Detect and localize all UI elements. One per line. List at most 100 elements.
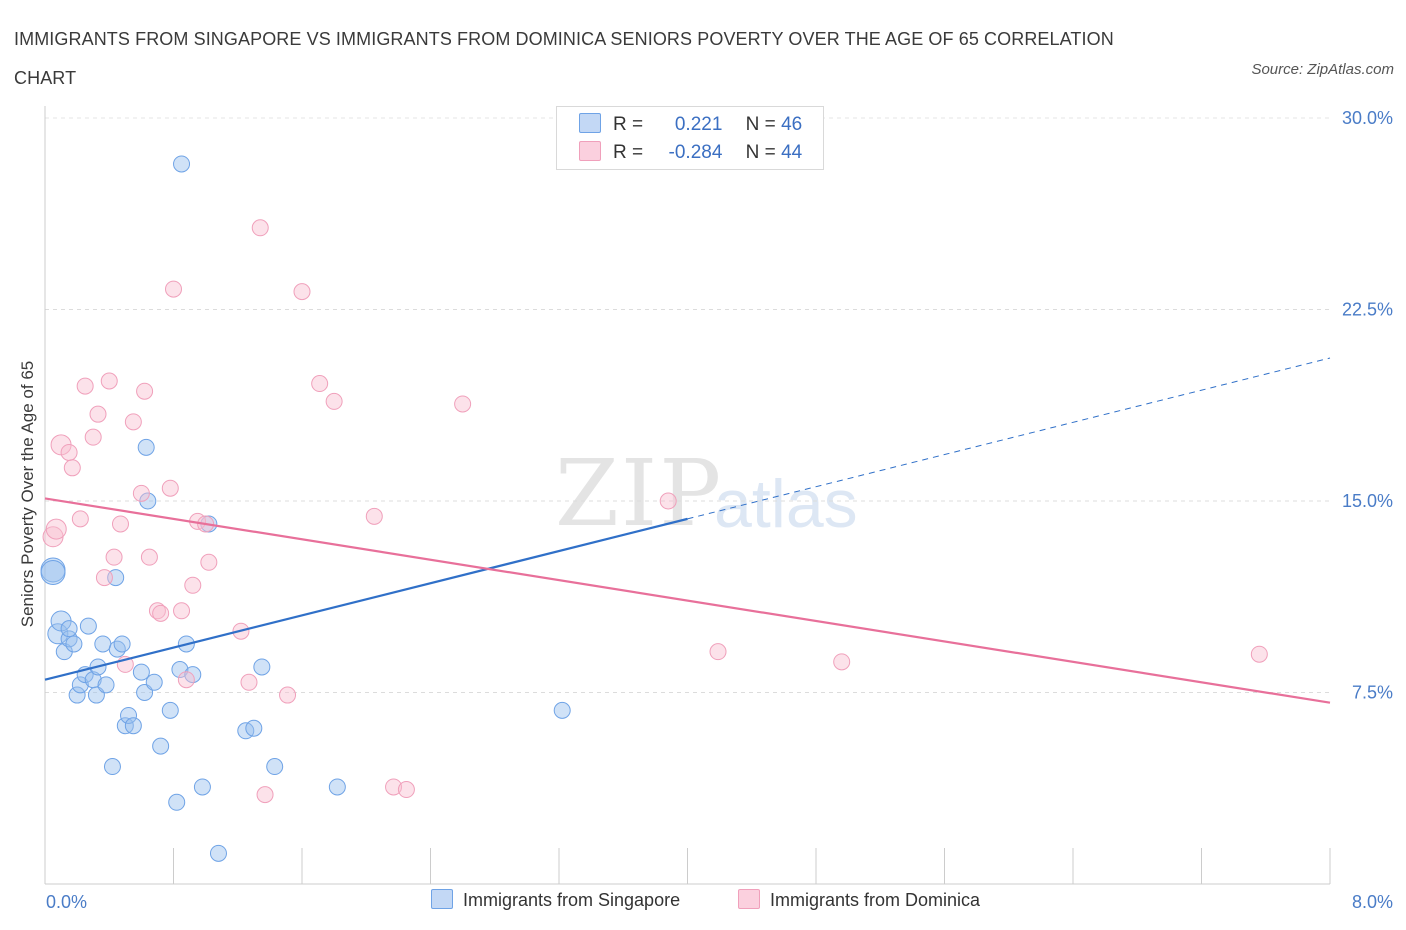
trendline-singapore [44,517,688,681]
point-dominica [132,484,150,502]
point-dominica [173,602,191,620]
bottom-legend-singapore: Immigrants from Singapore [431,889,680,911]
point-dominica [293,283,311,301]
point-dominica [279,686,297,704]
point-dominica [240,673,258,691]
point-dominica [76,377,94,395]
point-dominica [140,548,158,566]
y-tick-label: 7.5% [1352,683,1393,703]
point-dominica [325,392,343,410]
legend-r-value-singapore: 0.221 [674,114,723,135]
point-singapore [161,701,179,719]
point-dominica [45,518,67,540]
point-singapore [79,617,97,635]
point-dominica [397,781,415,799]
point-dominica [63,459,81,477]
trendline-dominica [44,497,1331,704]
point-dominica [89,405,107,423]
legend-n-value-singapore: 46 [781,114,803,135]
point-singapore [113,635,131,653]
legend-r-label: R = [613,142,644,163]
bottom-legend-dominica: Immigrants from Dominica [738,889,980,911]
y-tick-label: 30.0% [1342,108,1393,128]
legend-row-dominica: R = -0.284 N = 44 [579,141,802,164]
point-singapore [266,758,284,776]
point-singapore [40,559,66,585]
correlation-legend: R = 0.221 N = 46 R = -0.284 N = 44 [556,106,824,170]
point-dominica [709,643,727,661]
point-dominica [385,778,403,796]
point-singapore [209,844,227,862]
legend-n-value-dominica: 44 [781,142,803,163]
point-singapore [171,661,189,679]
point-dominica [165,280,182,298]
point-dominica [659,492,677,510]
y-tick-label: 22.5% [1342,300,1393,320]
point-singapore [47,623,69,645]
bottom-legend-label-dominica: Immigrants from Dominica [770,890,981,910]
point-singapore [553,701,571,719]
point-dominica [184,576,202,594]
point-singapore [253,658,271,676]
legend-r-value-dominica: -0.284 [668,142,723,163]
point-dominica [365,507,383,525]
legend-r-label: R = [613,114,644,135]
point-dominica [251,219,269,237]
point-dominica [84,428,102,446]
point-dominica [95,569,113,587]
point-singapore [60,630,78,648]
point-dominica [100,372,118,390]
point-dominica [124,413,142,431]
dominica-legend-swatch [738,889,760,909]
point-singapore [137,438,155,456]
watermark-atlas: atlas [714,466,858,542]
point-singapore [97,676,115,694]
chart-title: IMMIGRANTS FROM SINGAPORE VS IMMIGRANTS … [14,29,1114,88]
point-singapore [145,673,163,691]
watermark-zip: ZIP [555,440,724,547]
point-dominica [105,548,123,566]
source-label: Source: ZipAtlas.com [1251,61,1394,78]
point-dominica [200,553,218,571]
legend-n-label: N = [745,114,776,135]
point-dominica [311,375,329,393]
point-dominica [256,786,274,804]
dominica-swatch [579,141,601,161]
bottom-legend-label-singapore: Immigrants from Singapore [463,890,681,910]
singapore-swatch [579,113,601,133]
point-singapore [94,635,112,653]
point-singapore [68,686,86,704]
point-singapore [103,758,121,776]
point-dominica [454,395,472,413]
trendline-extension-singapore [687,357,1331,520]
y-tick-label: 15.0% [1342,491,1393,511]
point-dominica [1250,645,1268,663]
point-dominica [136,382,154,400]
point-singapore [152,737,170,755]
point-singapore [173,155,191,173]
point-dominica [833,653,851,671]
point-dominica [60,443,78,461]
legend-row-singapore: R = 0.221 N = 46 [579,113,802,136]
point-singapore [65,635,83,653]
point-dominica [71,510,89,528]
point-singapore [71,676,89,694]
point-dominica [152,604,170,622]
singapore-legend-swatch [431,889,453,909]
point-dominica [161,479,179,497]
point-singapore [193,778,211,796]
legend-n-label: N = [745,142,776,163]
point-singapore [132,663,150,681]
point-singapore [168,793,186,811]
point-singapore [120,706,138,724]
point-singapore [108,640,126,658]
point-dominica [148,602,166,620]
point-dominica [111,515,129,533]
point-singapore [328,778,346,796]
x-tick-label: 0.0% [46,892,87,912]
point-singapore [245,719,263,737]
point-singapore [60,620,78,638]
point-dominica [177,671,195,689]
point-singapore [124,717,142,735]
x-tick-label: 8.0% [1352,892,1393,912]
